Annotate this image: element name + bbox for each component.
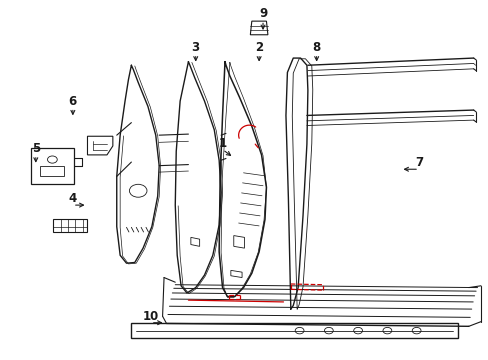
Text: 5: 5 [32,142,40,155]
Text: 10: 10 [142,310,159,323]
Text: 8: 8 [312,41,320,54]
Text: 3: 3 [191,41,200,54]
Text: 9: 9 [258,8,266,21]
Text: 2: 2 [255,41,263,54]
Text: 4: 4 [69,192,77,205]
Text: 6: 6 [69,95,77,108]
Text: 1: 1 [218,136,226,149]
Text: 7: 7 [414,156,422,169]
